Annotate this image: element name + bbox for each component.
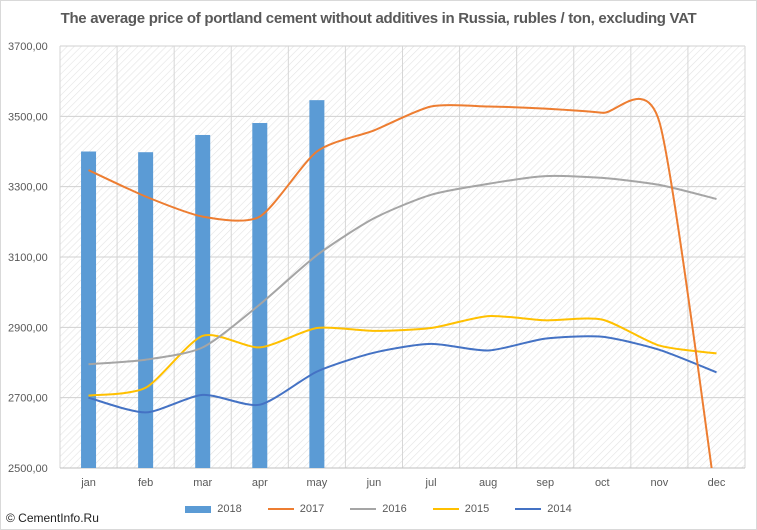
footer: © CementInfo.Ru [6,511,99,525]
x-tick-label: jun [366,477,382,489]
legend-swatch [515,508,542,510]
y-tick-label: 3100,00 [8,252,48,264]
y-tick-label: 2500,00 [8,463,48,475]
legend-item-2014: 2014 [515,503,572,515]
y-axis-ticks: 2500,00 2700,00 2900,00 3100,00 3300,00 3500,… [8,41,48,475]
line-2014 [88,335,717,414]
legend-label: 2017 [299,503,325,515]
x-tick-label: aug [479,477,497,489]
legend-swatch [432,508,459,510]
bar-2018-may [309,100,325,468]
x-tick-label: jul [425,477,437,489]
bar-2018-jan [81,151,97,468]
legend-label: 2015 [464,503,490,515]
line-series [88,97,717,468]
legend-label: 2016 [382,503,407,515]
legend-label: 2014 [547,503,572,515]
footer-text: © CementInfo.Ru [6,511,99,525]
bar-2018-apr [252,123,268,468]
legend-item-2016: 2016 [350,503,407,515]
x-tick-label: feb [138,477,153,489]
legend-item-2015: 2015 [432,503,490,515]
chart-title: The average price of portland cement wit… [60,10,697,27]
legend-swatch [185,505,212,513]
legend-item-2017: 2017 [267,503,325,515]
x-tick-label: mar [193,477,212,489]
x-axis-ticks: jan feb mar apr may jun jul aug sep oct nov dec [80,477,726,489]
x-tick-label: sep [536,477,554,489]
legend-item-2018: 2018 [185,503,242,515]
line-2015 [88,315,717,397]
bar-series [81,100,325,468]
x-tick-label: apr [252,477,268,489]
y-tick-label: 3300,00 [8,182,48,194]
legend-swatch [267,508,294,510]
x-tick-label: oct [595,477,610,489]
x-tick-label: nov [651,477,669,489]
x-tick-label: dec [708,477,726,489]
y-tick-label: 3500,00 [8,111,48,123]
y-tick-label: 3700,00 [8,41,48,53]
y-tick-label: 2900,00 [8,322,48,334]
x-tick-label: may [306,477,327,489]
gridlines [59,45,746,469]
legend-label: 2018 [217,503,242,515]
y-tick-label: 2700,00 [8,393,48,405]
legend: 2018 2017 2016 2015 2014 [0,503,757,515]
legend-swatch [350,508,377,510]
x-tick-label: jan [80,477,96,489]
line-2017 [88,97,713,468]
bar-2018-mar [195,134,211,468]
line-2016 [88,174,717,366]
chart-svg: 2500,00 2700,00 2900,00 3100,00 3300,00 3500,… [8,41,746,489]
